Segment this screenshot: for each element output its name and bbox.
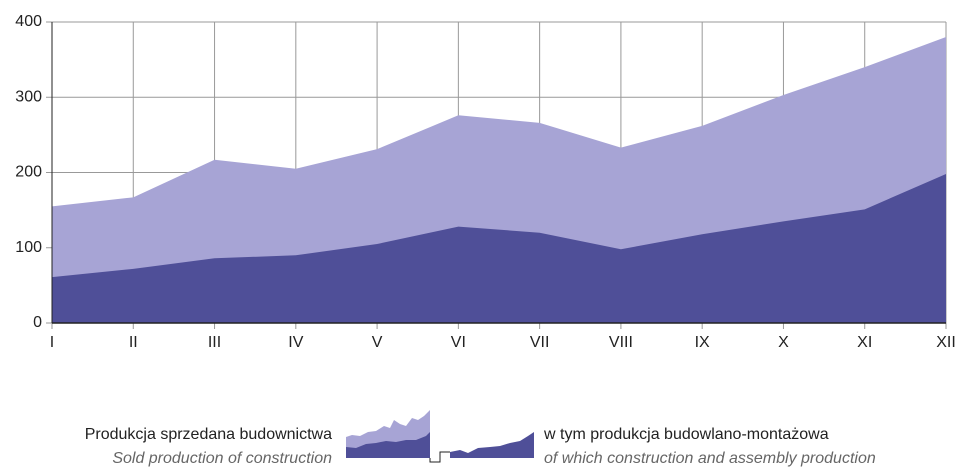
y-tick-label: 0 [33, 314, 42, 331]
x-tick-label: VIII [609, 334, 633, 351]
y-tick-label: 200 [15, 164, 42, 181]
legend-icon [346, 410, 534, 463]
x-tick-label: II [129, 334, 138, 351]
y-tick-label: 300 [15, 88, 42, 105]
legend-label-en: Sold production of construction [112, 450, 332, 467]
x-tick-label: IV [288, 334, 303, 351]
x-tick-label: VII [530, 334, 550, 351]
y-tick-label: 100 [15, 239, 42, 256]
x-tick-label: VI [451, 334, 466, 351]
y-tick-label: 400 [15, 13, 42, 30]
x-tick-label: I [50, 334, 54, 351]
x-tick-label: XI [857, 334, 872, 351]
x-tick-label: V [372, 334, 383, 351]
area [52, 174, 946, 323]
legend-label-en: of which construction and assembly produ… [544, 450, 876, 467]
x-tick-label: III [208, 334, 221, 351]
x-tick-label: IX [695, 334, 710, 351]
legend-label: Produkcja sprzedana budownictwa [85, 426, 332, 443]
legend-label: w tym produkcja budowlano-montażowa [543, 426, 829, 443]
x-tick-label: X [778, 334, 789, 351]
x-tick-label: XII [936, 334, 955, 351]
